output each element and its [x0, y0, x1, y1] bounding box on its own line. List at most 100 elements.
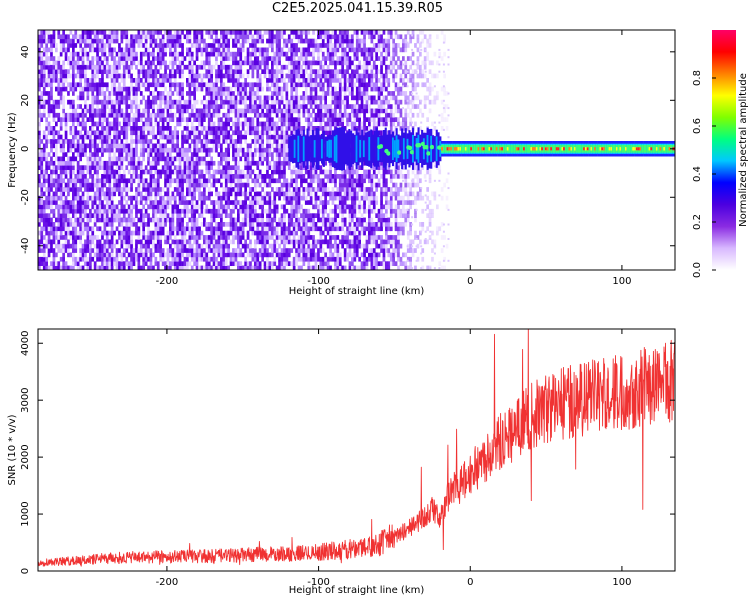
spectrogram-cell	[203, 200, 206, 205]
spectrogram-cell	[122, 69, 126, 74]
spectrogram-cell	[135, 130, 138, 136]
spectrogram-cell	[62, 38, 65, 44]
spectrogram-cell	[135, 34, 138, 40]
spectrogram-cell	[271, 187, 274, 192]
spectrogram-cell	[244, 130, 247, 136]
spectrogram-cell	[139, 69, 143, 74]
spectrogram-cell	[105, 265, 109, 270]
spectrogram-cell	[241, 230, 245, 236]
spectrogram-cell	[149, 60, 153, 66]
spectrogram-cell	[239, 108, 243, 114]
spectrogram-cell	[254, 30, 257, 35]
spectrogram-cell	[59, 34, 63, 40]
spectrogram-cell	[76, 217, 80, 223]
spectrogram-cell	[271, 230, 274, 236]
spectrogram-cell	[38, 95, 41, 101]
spectrogram-cell	[156, 43, 160, 48]
spectrogram-cell	[319, 78, 323, 83]
spectrogram-cell	[127, 47, 131, 53]
spectrogram-cell	[69, 139, 73, 144]
spectrogram-cell	[283, 143, 286, 149]
spectrogram-cell	[300, 82, 303, 88]
spectrogram-cell	[69, 104, 73, 109]
spectrogram-cell	[142, 82, 145, 88]
spectrogram-cell	[254, 208, 257, 214]
spectrogram-cell	[193, 104, 196, 109]
spectrogram-cell	[256, 64, 260, 70]
spectrogram-cell	[101, 213, 104, 218]
spectrogram-cell	[45, 200, 48, 205]
spectrogram-cell	[139, 34, 143, 40]
spectrogram-cell	[317, 95, 320, 101]
spectrogram-cell	[166, 174, 170, 179]
spectrogram-cell	[237, 169, 240, 175]
spectrogram-cell	[38, 204, 41, 210]
spectrogram-cell	[67, 143, 70, 149]
spectrogram-cell	[275, 108, 279, 114]
spectrogram-cell	[135, 248, 138, 253]
spectrogram-cell	[103, 64, 107, 70]
spectrogram-cell	[169, 78, 172, 83]
spectrogram-cell	[237, 134, 240, 140]
spectrogram-cell	[188, 178, 192, 184]
spectrogram-cell	[302, 174, 306, 179]
spectrogram-cell	[239, 222, 243, 227]
spectrogram-cell	[64, 230, 68, 236]
spectrogram-cell	[200, 191, 204, 197]
spectrogram-cell	[261, 156, 264, 162]
spectrogram-cell	[203, 104, 206, 109]
spectrogram-cell	[275, 143, 279, 149]
spectrogram-cell	[239, 235, 243, 240]
spectrogram-cell	[96, 217, 99, 223]
spectrogram-cell	[84, 226, 87, 232]
spectrogram-cell	[324, 187, 327, 192]
spectrogram-cell	[52, 169, 56, 175]
spectrogram-cell	[40, 34, 44, 40]
spectrogram-cell	[302, 91, 306, 96]
spectrogram-cell	[40, 213, 44, 218]
spectrogram-cell	[207, 121, 211, 127]
spectrogram-cell	[198, 130, 201, 136]
spectrogram-cell	[50, 226, 53, 232]
spectrogram-cell	[275, 165, 279, 170]
spectrogram-cell	[239, 91, 243, 96]
spectrogram-cell	[256, 139, 260, 144]
spectrogram-cell	[251, 69, 255, 74]
spectrogram-cell	[101, 130, 104, 136]
spectrogram-cell	[222, 112, 226, 118]
spectrogram-cell	[47, 60, 51, 66]
spectrogram-cell	[324, 261, 327, 266]
spectrogram-cell	[59, 187, 63, 192]
spectrogram-cell	[130, 82, 133, 88]
spectrogram-cell	[261, 60, 264, 66]
spectrogram-cell	[74, 126, 78, 131]
spectrogram-cell	[283, 191, 286, 197]
spectrogram-cell	[50, 147, 53, 153]
spectrogram-cell	[161, 60, 165, 66]
spectrogram-cell	[215, 243, 218, 249]
spectrogram-cell	[198, 226, 201, 232]
spectrogram-cell	[40, 248, 44, 253]
spectrogram-cell	[241, 126, 245, 131]
spectrogram-cell	[159, 78, 162, 83]
spectrogram-cell	[127, 239, 131, 245]
spectrogram-cell	[307, 230, 311, 236]
spectrogram-cell	[292, 130, 296, 136]
spectrogram-cell	[321, 256, 325, 262]
spectrogram-cell	[64, 56, 68, 61]
spectrogram-cell	[234, 182, 238, 188]
spectrogram-cell	[50, 43, 53, 48]
spectrogram-cell	[47, 56, 51, 61]
spectrogram-cell	[64, 261, 68, 266]
spectrogram-cell	[203, 38, 206, 44]
spectrogram-cell	[113, 60, 116, 66]
spectrogram-cell	[125, 30, 129, 35]
spectrogram-cell	[183, 213, 187, 218]
spectrogram-cell	[38, 143, 41, 149]
spectrogram-cell	[173, 165, 177, 170]
spectrogram-cell	[254, 112, 257, 118]
spectrogram-cell	[297, 204, 301, 210]
spectrogram-cell	[321, 112, 325, 118]
spectrogram-cell	[79, 204, 82, 210]
spectrogram-cell	[224, 64, 228, 70]
